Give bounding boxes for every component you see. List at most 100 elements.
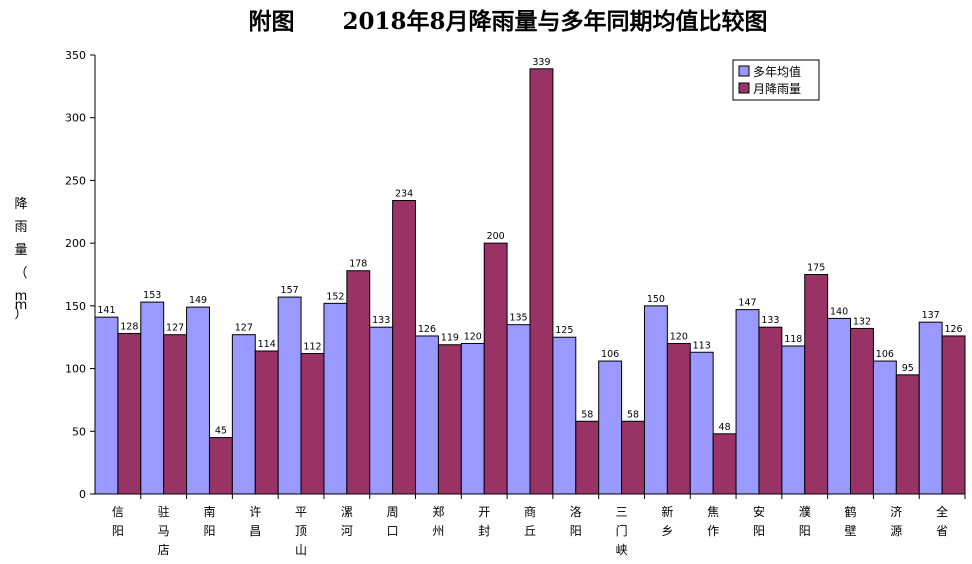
data-label: 120 (670, 331, 688, 342)
bar-monthly (208, 437, 233, 495)
bar-average (277, 296, 302, 495)
bar-average (689, 351, 714, 495)
x-tick-label: 丘 (524, 524, 536, 538)
data-label: 106 (876, 349, 894, 360)
data-label: 137 (922, 310, 940, 321)
legend-swatch (738, 65, 750, 77)
x-tick-label: 信 (112, 505, 124, 519)
bars (94, 68, 966, 495)
data-labels: 141 128 153 127 149 45 127 114 157 112 152 178 133 23… (97, 57, 962, 437)
bar-monthly (117, 332, 142, 495)
data-label: 152 (326, 291, 344, 302)
legend-label: 多年均值 (753, 64, 801, 79)
y-axis-label-char: （ (14, 266, 27, 281)
data-label: 119 (441, 333, 459, 344)
data-label: 175 (807, 263, 825, 274)
x-tick-label: 鹤 (845, 504, 857, 519)
data-label: 95 (902, 363, 914, 374)
x-tick-label: 作 (707, 524, 719, 538)
data-label: 132 (853, 316, 871, 327)
x-tick-label: 店 (158, 543, 170, 557)
x-tick-label: 焦 (707, 505, 719, 519)
x-tick-label: 漯 (341, 505, 353, 519)
data-label: 48 (719, 422, 731, 433)
bar-monthly (300, 353, 325, 495)
x-tick-label: 昌 (249, 524, 261, 538)
x-tick-label: 濮 (799, 504, 811, 519)
x-tick-label: 许 (249, 505, 261, 519)
x-tick-label: 平 (295, 505, 307, 519)
bar-average (460, 342, 485, 495)
bar-average (918, 321, 943, 495)
bar-average (735, 309, 760, 495)
data-label: 126 (944, 324, 962, 335)
bar-average (827, 317, 852, 495)
x-tick-label: 河 (341, 524, 353, 538)
bar-average (506, 324, 531, 495)
data-label: 118 (784, 334, 802, 345)
data-label: 141 (97, 305, 115, 316)
y-tick-label: 150 (65, 300, 86, 313)
data-label: 200 (487, 231, 505, 242)
bar-average (369, 326, 394, 495)
x-tick-label: 安 (753, 504, 765, 519)
data-label: 58 (627, 409, 639, 420)
data-label: 125 (555, 325, 573, 336)
y-axis-label-char: 量 (14, 243, 27, 258)
x-tick-label: 阳 (112, 524, 124, 538)
y-axis-label-char: ） (14, 307, 27, 322)
data-label: 133 (372, 315, 390, 326)
x-tick-label: 顶 (295, 524, 307, 538)
data-label: 157 (281, 285, 299, 296)
x-tick-label: 洛 (570, 504, 582, 519)
x-tick-label: 壁 (845, 523, 857, 538)
data-label: 140 (830, 306, 848, 317)
data-label: 106 (601, 349, 619, 360)
x-tick-label: 乡 (661, 524, 673, 538)
category-labels: 信阳驻马店南阳许昌平顶山漯河周口郑州开封商丘洛阳三门峡新乡焦作安阳濮阳鹤壁济源全… (112, 504, 948, 557)
bar-average (323, 302, 348, 495)
bar-monthly (437, 344, 462, 495)
data-label: 127 (166, 323, 184, 334)
x-tick-label: 峡 (616, 543, 628, 557)
data-label: 58 (581, 409, 593, 420)
x-tick-label: 阳 (570, 524, 582, 538)
y-tick-label: 100 (65, 363, 86, 376)
x-tick-label: 马 (158, 524, 170, 538)
data-label: 113 (693, 340, 711, 351)
bar-monthly (483, 242, 508, 495)
x-tick-label: 驻 (158, 504, 170, 519)
y-tick-label: 0 (79, 488, 86, 501)
data-label: 126 (418, 324, 436, 335)
y-tick-label: 250 (65, 174, 86, 187)
x-tick-label: 周 (387, 505, 399, 519)
x-tick-label: 门 (616, 523, 628, 538)
chart-title: 附图 2018年8月降雨量与多年同期均值比较图 (248, 8, 767, 35)
y-axis-label: 降雨量（mm） (14, 197, 27, 322)
data-label: 147 (738, 298, 756, 309)
data-label: 112 (303, 342, 321, 353)
y-axis-label-char: 降 (14, 197, 27, 212)
data-label: 149 (189, 295, 207, 306)
x-tick-label: 全 (936, 504, 948, 519)
data-label: 120 (464, 331, 482, 342)
x-tick-label: 三 (616, 505, 628, 519)
x-tick-label: 口 (387, 524, 399, 538)
bar-average (643, 305, 668, 495)
bar-monthly (575, 420, 600, 495)
bar-monthly (758, 326, 783, 495)
x-tick-label: 阳 (753, 524, 765, 538)
y-axis-label-char: m (15, 298, 28, 313)
y-tick-label: 350 (65, 49, 86, 62)
bar-monthly (712, 433, 737, 495)
x-tick-label: 郑 (432, 504, 444, 519)
data-label: 135 (509, 313, 527, 324)
x-tick-label: 源 (890, 524, 902, 538)
x-tick-label: 商 (524, 504, 536, 519)
data-label: 128 (120, 321, 138, 332)
bar-monthly (392, 199, 417, 495)
y-tick-label: 50 (72, 425, 86, 438)
data-label: 45 (215, 426, 227, 437)
